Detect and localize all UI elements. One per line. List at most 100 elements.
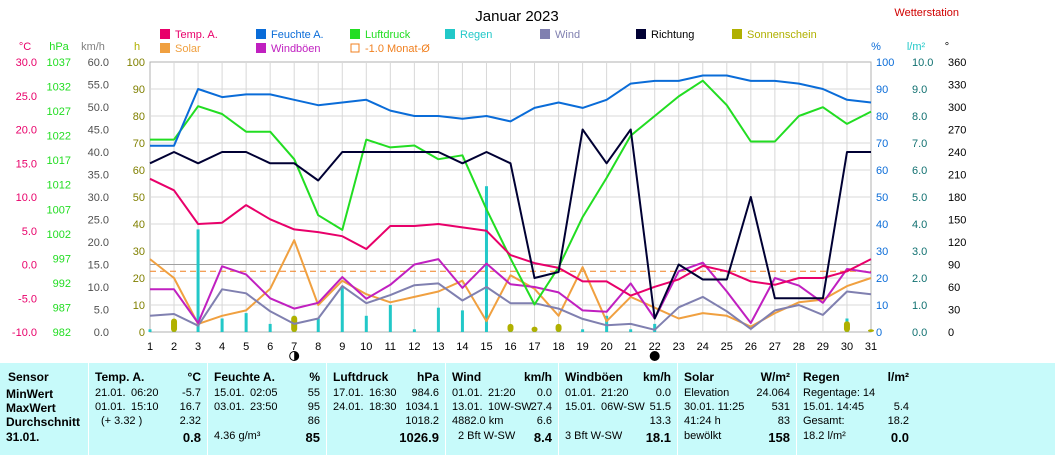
x-tick-day-7: 7	[291, 341, 297, 353]
x-tick-day-16: 16	[504, 341, 516, 353]
temp-max-time: 15:10	[131, 401, 159, 413]
stats-regen-header: Regen	[803, 370, 840, 384]
tick-richtung-9: 90	[948, 260, 960, 272]
feuchte-today-extra: 4.36 g/m³	[214, 430, 261, 442]
legend-swatch-monat	[350, 43, 360, 53]
x-tick-day-26: 26	[745, 341, 757, 353]
regen-r2-label: 15.01. 14:45	[803, 401, 865, 413]
stats-druck-header: Luftdruck	[333, 370, 389, 384]
tick-feuchte-9: 10	[876, 300, 888, 312]
series-line-wind	[149, 282, 872, 331]
x-axis: 1 2 3 4 5 6 7 8 9 10 11 12 13 14 15 16 17 18 19 20 21 22 23 24 2…	[147, 341, 877, 361]
tick-sonne-10: 0	[139, 327, 145, 339]
legend-label-windboeen: Windböen	[271, 43, 321, 55]
wind-max-date: 13.01.	[452, 401, 483, 413]
right-axes: 100908070605040302010010.09.08.07.06.05.…	[876, 57, 966, 339]
stats-sensor-header: Sensor	[8, 370, 49, 384]
tick-wind-12: 0.0	[94, 327, 109, 339]
tick-temp-6: 0.0	[22, 260, 37, 272]
x-tick-day-12: 12	[408, 341, 420, 353]
series-line-richtung	[149, 128, 871, 320]
tick-druck-9: 992	[53, 278, 71, 290]
regen-r4-value: 0.0	[890, 430, 909, 445]
tick-feuchte-1: 90	[876, 84, 888, 96]
tick-richtung-5: 210	[948, 170, 966, 182]
axis-unit-druck: hPa	[49, 41, 69, 53]
druck-today-value: 1026.9	[399, 430, 439, 445]
legend-swatch-luftdruck	[350, 29, 360, 39]
series-line-temp	[149, 177, 872, 297]
temp-min-date: 21.01.	[95, 387, 126, 399]
x-tick-day-25: 25	[721, 341, 733, 353]
boeen-avg-value: 13.3	[649, 415, 671, 427]
regen-r3-label: Gesamt:	[803, 415, 845, 427]
stats-temp-column: Temp. A. °C 21.01. 06:20 -5.7 01.01. 15:10 1…	[89, 363, 208, 455]
tick-wind-9: 15.0	[88, 260, 109, 272]
temp-avg-value: 2.32	[179, 415, 201, 427]
legend-label-richtung: Richtung	[651, 29, 694, 41]
axis-unit-wind: km/h	[81, 41, 105, 53]
bar-regen-day-21	[629, 329, 633, 332]
legend-label-temp: Temp. A.	[175, 29, 218, 41]
tick-temp-0: 30.0	[16, 57, 37, 69]
bar-regen-day-13	[436, 307, 440, 332]
stats-feuchte-header: Feuchte A.	[214, 370, 275, 384]
tick-regen-3: 7.0	[912, 138, 927, 150]
tick-wind-10: 10.0	[88, 282, 109, 294]
tick-temp-3: 15.0	[16, 158, 37, 170]
wind-avg-extra: 4882.0 km	[452, 415, 504, 427]
axis-unit-feuchte: %	[871, 41, 881, 53]
bar-regen-day-6	[268, 323, 272, 332]
stats-row-avg-label: Durchschnitt	[6, 415, 81, 429]
temp-max-value: 16.7	[179, 401, 201, 413]
left-axes: 30.0 25.0 20.0 15.0 10.0 5.0 0.0 -5.0 -10.0 1037 1…	[12, 57, 145, 339]
tick-sonne-1: 90	[133, 84, 145, 96]
solar-r1-label: Elevation	[684, 387, 730, 399]
stats-boeen-column: Windböen km/h 01.01. 21:20 0.0 15.01. 06W-S…	[559, 363, 678, 455]
axis-unit-regen: l/m²	[907, 41, 926, 53]
boeen-today-extra: 3 Bft W-SW	[565, 430, 623, 442]
temp-min-value: -5.7	[182, 387, 201, 399]
legend-swatch-solar	[160, 43, 170, 53]
moon-phase-half-icon	[294, 351, 299, 361]
x-tick-day-10: 10	[360, 341, 372, 353]
chart-title: Januar 2023	[475, 8, 558, 25]
tick-wind-8: 20.0	[88, 237, 109, 249]
legend-label-wind: Wind	[555, 29, 580, 41]
boeen-min-value: 0.0	[655, 387, 671, 399]
stats-regen-unit: l/m²	[887, 370, 909, 384]
x-tick-day-22: 22	[649, 341, 661, 353]
weather-chart: Januar 2023 Wetterstation Temp. A. Feucht…	[11, 7, 967, 361]
tick-feuchte-8: 20	[876, 273, 888, 285]
tick-richtung-2: 300	[948, 102, 966, 114]
bar-regen-day-15	[484, 186, 488, 332]
axis-unit-temp: °C	[19, 41, 31, 53]
station-label: Wetterstation	[894, 7, 959, 19]
druck-avg-value: 1018.2	[405, 415, 439, 427]
legend-swatch-feuchte	[256, 29, 266, 39]
feuchte-today-value: 85	[305, 430, 320, 445]
legend-label-sonnenschein: Sonnenschein	[747, 29, 817, 41]
tick-druck-3: 1022	[47, 131, 71, 143]
wind-today-extra: 2 Bft W-SW	[458, 430, 516, 442]
tick-druck-10: 987	[53, 302, 71, 314]
tick-regen-1: 9.0	[912, 84, 927, 96]
tick-richtung-10: 60	[948, 282, 960, 294]
regen-r2-value: 5.4	[893, 401, 909, 413]
bar-regen-day-4	[220, 318, 224, 332]
x-tick-day-5: 5	[243, 341, 249, 353]
x-tick-day-30: 30	[841, 341, 853, 353]
plot-area	[148, 61, 874, 333]
x-tick-day-23: 23	[673, 341, 685, 353]
x-tick-day-1: 1	[147, 341, 153, 353]
x-tick-day-9: 9	[339, 341, 345, 353]
x-tick-day-31: 31	[865, 341, 877, 353]
solar-r4-label: bewölkt	[684, 430, 722, 442]
series-line-luftdruck	[150, 79, 872, 306]
x-tick-day-2: 2	[171, 341, 177, 353]
feuchte-max-date: 03.01.	[214, 401, 245, 413]
legend-swatch-sonnenschein	[732, 29, 742, 39]
legend-label-regen: Regen	[460, 29, 492, 41]
bar-regen-day-1	[148, 329, 152, 332]
tick-sonne-4: 60	[133, 165, 145, 177]
